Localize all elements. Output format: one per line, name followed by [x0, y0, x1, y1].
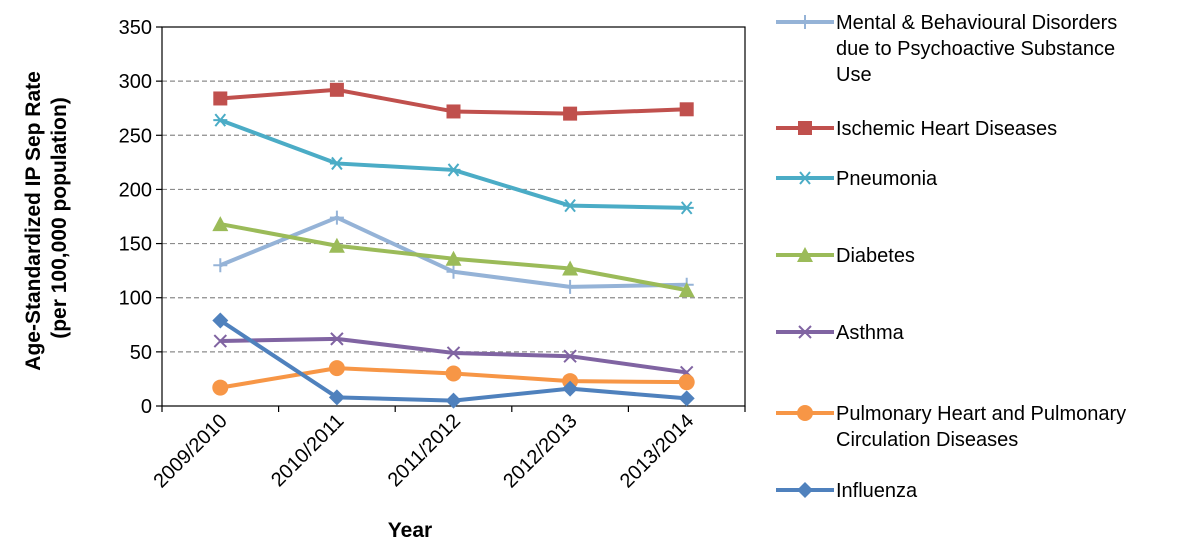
- legend-label: Mental & Behavioural Disorders: [836, 12, 1117, 34]
- data-point: [446, 346, 461, 360]
- y-tick-label: 50: [130, 342, 152, 364]
- data-point: [329, 82, 344, 97]
- series-group: [212, 82, 695, 409]
- y-axis-ticks: 0 50 100 150 200 250 300 350: [119, 17, 162, 418]
- data-point: [212, 312, 229, 329]
- y-tick-label: 100: [119, 288, 152, 310]
- data-point: [445, 365, 462, 382]
- data-point: [330, 332, 344, 346]
- legend-label: Use: [836, 64, 872, 86]
- data-point: [678, 282, 695, 298]
- x-tick-label: 2012/2013: [499, 410, 581, 492]
- data-point: [563, 106, 578, 121]
- legend-swatch-marker: [798, 121, 812, 135]
- y-axis-title-line-1: Age-Standardized IP Sep Rate: [22, 71, 45, 371]
- x-tick-label: 2011/2012: [384, 410, 465, 491]
- legend-swatch-marker: [797, 482, 813, 498]
- y-tick-label: 350: [119, 17, 152, 39]
- data-point: [328, 389, 345, 406]
- data-point: [213, 334, 228, 348]
- series-3: [213, 113, 694, 215]
- y-tick-label: 0: [141, 396, 152, 418]
- y-tick-label: 300: [119, 71, 152, 93]
- x-tick-label: 2009/2010: [149, 410, 231, 492]
- data-point: [329, 156, 344, 171]
- data-point: [445, 392, 462, 409]
- data-point: [446, 163, 461, 177]
- legend-item-5: Asthma: [776, 322, 905, 344]
- data-point: [446, 264, 461, 279]
- legend-swatch-marker: [798, 171, 812, 185]
- series-line: [219, 318, 687, 403]
- series-2: [213, 82, 694, 121]
- legend-label: Pulmonary Heart and Pulmonary: [836, 403, 1126, 425]
- legend: Mental & Behavioural Disorders due to Psy…: [776, 12, 1126, 502]
- x-tick-label: 2013/2014: [616, 410, 698, 492]
- data-point: [679, 201, 694, 215]
- data-point: [329, 210, 344, 225]
- y-axis-title-line-2: (per 100,000 population): [48, 97, 71, 339]
- legend-label: Circulation Diseases: [836, 429, 1018, 451]
- legend-label: due to Psychoactive Substance: [836, 38, 1115, 60]
- legend-swatch-marker: [798, 325, 812, 339]
- data-point: [328, 237, 345, 253]
- legend-label: Influenza: [836, 480, 918, 502]
- data-point: [562, 380, 579, 397]
- series-7: [212, 312, 695, 409]
- legend-swatch-marker: [797, 405, 813, 421]
- plot-area: [161, 26, 746, 407]
- data-point: [563, 279, 578, 294]
- x-axis-title: Year: [388, 519, 432, 542]
- data-point: [562, 260, 579, 276]
- gridlines: [162, 80, 745, 353]
- x-axis-ticks: 2009/2010 2010/2011 2011/2012 2012/2013 2013…: [149, 406, 746, 492]
- legend-swatch-marker: [797, 247, 813, 262]
- legend-label: Diabetes: [836, 245, 915, 267]
- legend-item-2: Ischemic Heart Diseases: [776, 118, 1057, 140]
- data-point: [446, 104, 461, 119]
- series-6: [212, 360, 695, 396]
- data-point: [563, 349, 577, 363]
- legend-label: Asthma: [836, 322, 905, 344]
- legend-item-1: Mental & Behavioural Disorders due to Psy…: [776, 12, 1117, 86]
- data-point: [445, 250, 462, 266]
- legend-item-3: Pneumonia: [776, 168, 938, 190]
- legend-swatch-marker: [798, 15, 812, 29]
- legend-label: Pneumonia: [836, 168, 938, 190]
- legend-item-4: Diabetes: [776, 245, 915, 267]
- data-point: [213, 258, 228, 273]
- series-4: [212, 216, 695, 298]
- y-tick-label: 250: [119, 125, 152, 147]
- series-5: [213, 332, 694, 380]
- legend-item-7: Influenza: [776, 480, 918, 502]
- data-point: [678, 374, 695, 391]
- data-point: [563, 199, 578, 213]
- y-tick-label: 150: [119, 234, 152, 256]
- data-point: [212, 379, 229, 396]
- y-axis-title: Age-Standardized IP Sep Rate (per 100,00…: [22, 65, 71, 370]
- series-line: [219, 118, 687, 210]
- legend-label: Ischemic Heart Diseases: [836, 118, 1057, 140]
- x-tick-label: 2010/2011: [267, 410, 348, 491]
- data-point: [213, 91, 228, 106]
- data-point: [213, 113, 228, 127]
- data-point: [328, 360, 345, 377]
- data-point: [678, 390, 695, 407]
- data-point: [679, 102, 694, 117]
- y-tick-label: 200: [119, 179, 152, 201]
- data-point: [212, 216, 229, 232]
- legend-item-6: Pulmonary Heart and Pulmonary Circulation…: [776, 403, 1126, 451]
